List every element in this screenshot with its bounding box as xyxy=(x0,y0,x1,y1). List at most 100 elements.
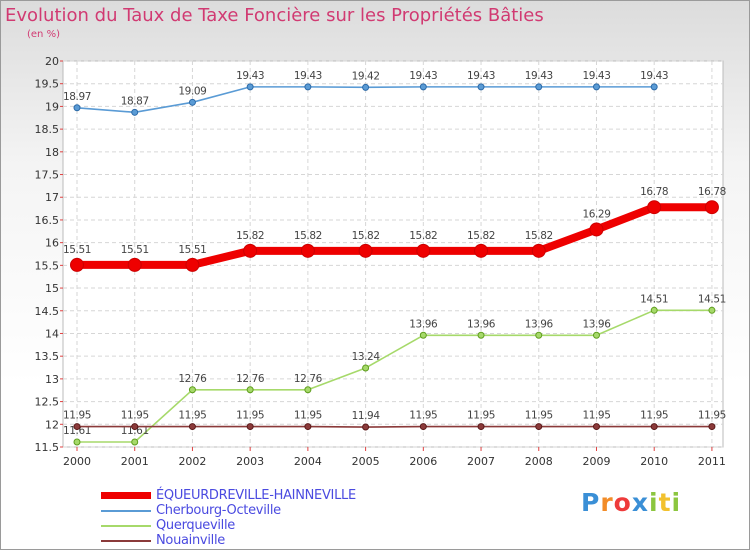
data-point xyxy=(358,243,373,258)
data-label: 12.76 xyxy=(236,373,265,385)
data-label: 11.61 xyxy=(121,425,149,437)
data-label: 11.95 xyxy=(525,410,553,422)
y-tick-label: 18.5 xyxy=(35,123,60,136)
data-point xyxy=(704,200,719,215)
y-tick-label: 14.5 xyxy=(35,305,60,318)
data-point xyxy=(650,306,658,314)
data-label: 15.82 xyxy=(467,230,495,242)
data-point xyxy=(304,423,312,431)
data-point xyxy=(131,438,139,446)
data-label: 11.94 xyxy=(352,410,381,422)
y-tick-label: 12 xyxy=(45,418,59,431)
data-point xyxy=(362,423,370,431)
logo-letter: P xyxy=(581,488,601,517)
data-label: 12.76 xyxy=(294,373,323,385)
data-label: 15.51 xyxy=(121,244,149,256)
y-tick-label: 17 xyxy=(45,191,59,204)
data-label: 18.97 xyxy=(63,91,91,103)
data-point xyxy=(243,243,258,258)
data-point xyxy=(535,423,543,431)
data-label: 11.95 xyxy=(467,410,495,422)
data-label: 13.96 xyxy=(582,318,611,330)
x-tick-label: 2004 xyxy=(294,455,322,468)
data-point xyxy=(127,257,142,272)
legend-swatch xyxy=(101,525,151,527)
x-tick-label: 2009 xyxy=(582,455,610,468)
logo-letter: t xyxy=(658,488,672,517)
data-label: 11.95 xyxy=(294,410,322,422)
data-label: 11.95 xyxy=(582,410,610,422)
legend-label: Nouainville xyxy=(156,533,225,548)
y-tick-label: 20 xyxy=(45,55,59,68)
series-line-2 xyxy=(76,309,713,443)
y-tick-label: 11.5 xyxy=(35,441,60,454)
data-point xyxy=(73,438,81,446)
x-tick-label: 2005 xyxy=(352,455,380,468)
data-label: 13.96 xyxy=(525,318,554,330)
data-point xyxy=(592,83,600,91)
data-label: 11.95 xyxy=(698,410,726,422)
y-tick-label: 13 xyxy=(45,373,59,386)
data-point xyxy=(73,423,81,431)
data-point xyxy=(592,331,600,339)
data-point xyxy=(188,98,196,106)
y-tick-label: 13.5 xyxy=(35,350,60,363)
x-tick-label: 2002 xyxy=(178,455,206,468)
data-point xyxy=(70,257,84,272)
data-point xyxy=(592,423,600,431)
logo-letter: x xyxy=(631,488,649,517)
data-label: 19.43 xyxy=(409,70,437,82)
data-label: 19.43 xyxy=(525,70,553,82)
data-label: 11.95 xyxy=(63,410,91,422)
y-tick-label: 14 xyxy=(45,327,59,340)
data-label: 18.87 xyxy=(121,95,149,107)
y-tick-label: 16 xyxy=(45,237,59,250)
data-label: 15.82 xyxy=(236,230,264,242)
data-label: 12.76 xyxy=(178,373,207,385)
data-label: 11.61 xyxy=(63,425,91,437)
data-point xyxy=(477,423,485,431)
data-label: 19.09 xyxy=(178,85,206,97)
data-point xyxy=(362,364,370,372)
logo-letter: o xyxy=(613,488,632,517)
data-label: 15.82 xyxy=(294,230,322,242)
logo-letter: i xyxy=(649,488,659,517)
data-point xyxy=(474,243,489,258)
data-point xyxy=(131,108,139,116)
x-tick-label: 2000 xyxy=(63,455,91,468)
data-label: 19.43 xyxy=(236,70,264,82)
data-label: 16.29 xyxy=(582,208,610,220)
data-label: 13.96 xyxy=(467,318,496,330)
legend-label: ÉQUEURDREVILLE-HAINNEVILLE xyxy=(156,488,356,503)
data-point xyxy=(131,423,139,431)
data-point xyxy=(477,331,485,339)
y-tick-label: 18 xyxy=(45,146,59,159)
x-tick-label: 2001 xyxy=(121,455,149,468)
logo-letter: i xyxy=(671,488,682,517)
logo-letter: r xyxy=(600,488,614,517)
x-tick-label: 2010 xyxy=(640,455,668,468)
data-label: 11.95 xyxy=(640,410,668,422)
y-tick-label: 15 xyxy=(45,282,59,295)
proxiti-logo[interactable]: Proxiti xyxy=(581,488,681,517)
data-point xyxy=(589,222,604,237)
data-label: 14.51 xyxy=(698,293,726,305)
data-point xyxy=(246,423,254,431)
data-label: 19.43 xyxy=(294,70,322,82)
x-tick-label: 2003 xyxy=(236,455,264,468)
legend-label: Querqueville xyxy=(156,518,236,533)
data-label: 16.78 xyxy=(640,186,668,198)
data-label: 15.82 xyxy=(409,230,437,242)
data-point xyxy=(246,386,254,394)
legend-swatch xyxy=(101,492,151,499)
data-label: 19.43 xyxy=(467,70,495,82)
data-label: 11.95 xyxy=(178,410,206,422)
data-point xyxy=(304,386,312,394)
y-tick-label: 17.5 xyxy=(35,169,60,182)
data-point xyxy=(185,257,200,272)
data-point xyxy=(650,423,658,431)
data-point xyxy=(708,423,716,431)
data-point xyxy=(708,306,716,314)
